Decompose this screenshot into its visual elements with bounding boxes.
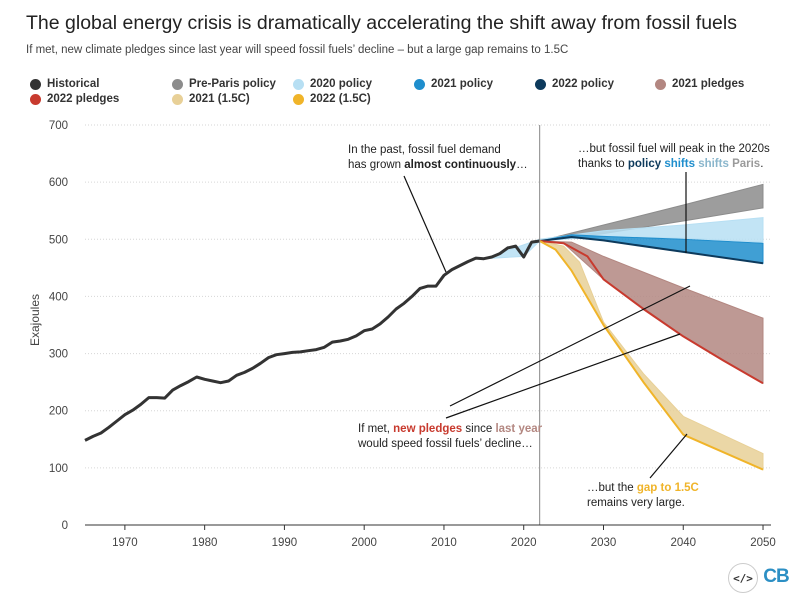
annotation-past-line1: In the past, fossil fuel demand	[348, 144, 501, 156]
y-tick-labels: 0 100 200 300 400 500 600 700	[49, 120, 68, 532]
annotation-peak-line2: thanks to policy shifts shifts Paris.	[578, 158, 763, 170]
legend-2022-1-5c-label: 2022 (1.5C)	[310, 93, 371, 105]
y-tick-600: 600	[49, 177, 68, 189]
legend-2022-pledges-label: 2022 pledges	[47, 93, 120, 105]
y-tick-500: 500	[49, 234, 68, 246]
annotation-peak: …but fossil fuel will peak in the 2020s …	[578, 143, 770, 170]
legend-2021-1-5c: 2021 (1.5C)	[172, 93, 250, 105]
pointer-past	[403, 175, 447, 273]
x-tick-2040: 2040	[670, 537, 696, 549]
annotation-past-line2: has grown almost continuously…	[348, 159, 528, 171]
y-tick-700: 700	[49, 120, 68, 132]
legend-2021-pledges-dot	[655, 78, 666, 90]
code-icon: </>	[728, 563, 758, 593]
x-tick-1980: 1980	[192, 537, 218, 549]
legend-pre-paris-dot	[172, 78, 183, 90]
legend-2022-pledges: 2022 pledges	[30, 93, 119, 105]
legend-2021-1-5c-dot	[172, 93, 183, 105]
x-tick-2020: 2020	[511, 537, 537, 549]
pointer-gap	[649, 433, 688, 479]
legend-2020-policy-label: 2020 policy	[310, 78, 373, 90]
annotation-gap: …but the gap to 1.5C remains very large.	[587, 482, 699, 509]
x-tick-1990: 1990	[272, 537, 298, 549]
legend-historical-dot	[30, 78, 41, 90]
x-tick-1970: 1970	[112, 537, 138, 549]
annotation-gap-line1: …but the gap to 1.5C	[587, 482, 699, 494]
annotation-gap-line2: remains very large.	[587, 497, 685, 509]
annotation-past: In the past, fossil fuel demand has grow…	[348, 144, 528, 171]
legend-pre-paris-label: Pre-Paris policy	[189, 78, 276, 90]
pointer-pledges-2	[445, 333, 681, 419]
band-2020-policy	[483, 217, 764, 260]
y-tick-400: 400	[49, 291, 68, 303]
legend-pre-paris: Pre-Paris policy	[172, 78, 276, 90]
y-tick-200: 200	[49, 406, 68, 418]
legend-2022-policy-dot	[535, 78, 546, 90]
gridlines	[85, 124, 771, 469]
legend-2021-pledges: 2021 pledges	[655, 78, 744, 90]
legend-2022-policy: 2022 policy	[535, 78, 614, 90]
legend-2021-pledges-label: 2021 pledges	[672, 78, 745, 90]
legend-2021-policy-label: 2021 policy	[431, 78, 494, 90]
annotation-pledges-line1: If met, new pledges since last year	[358, 423, 543, 435]
scenario-lines	[84, 236, 764, 471]
chart-title: The global energy crisis is dramatically…	[26, 12, 737, 34]
line-2022-1-5c	[539, 240, 764, 471]
x-tick-2010: 2010	[431, 537, 457, 549]
legend-2022-1-5c-dot	[293, 93, 304, 105]
legend-historical-label: Historical	[47, 78, 100, 90]
y-tick-100: 100	[49, 463, 68, 475]
y-tick-300: 300	[49, 349, 68, 361]
legend-2020-policy: 2020 policy	[293, 78, 372, 90]
legend-2021-1-5c-label: 2021 (1.5C)	[189, 93, 250, 105]
annotation-pledges: If met, new pledges since last year woul…	[357, 423, 543, 450]
band-2021-pledges	[539, 240, 764, 385]
line-historical	[84, 239, 540, 442]
carbon-brief-logo: CB	[763, 566, 789, 587]
annotation-pledges-line2: would speed fossil fuels’ decline…	[357, 438, 533, 450]
x-tick-2050: 2050	[750, 537, 776, 549]
line-2022-policy	[539, 236, 764, 265]
legend-2021-policy: 2021 policy	[414, 78, 493, 90]
legend-historical: Historical	[30, 78, 99, 90]
x-tick-2030: 2030	[591, 537, 617, 549]
line-2022-pledges	[539, 240, 764, 385]
legend-2022-policy-label: 2022 policy	[552, 78, 615, 90]
x-tick-labels: 1970 1980 1990 2000 2010 2020 2030 2040 2050	[112, 525, 776, 549]
legend-2021-policy-dot	[414, 78, 425, 90]
x-tick-2000: 2000	[351, 537, 377, 549]
legend-2022-1-5c: 2022 (1.5C)	[293, 93, 371, 105]
legend-2022-pledges-dot	[30, 93, 41, 105]
y-axis-label: Exajoules	[28, 294, 42, 346]
annotation-peak-line1: …but fossil fuel will peak in the 2020s	[578, 143, 770, 155]
pointer-lines	[403, 172, 691, 479]
y-tick-0: 0	[62, 520, 68, 532]
legend-2020-policy-dot	[293, 78, 304, 90]
chart-subtitle: If met, new climate pledges since last y…	[26, 44, 569, 56]
pointer-pledges-1	[449, 285, 691, 407]
